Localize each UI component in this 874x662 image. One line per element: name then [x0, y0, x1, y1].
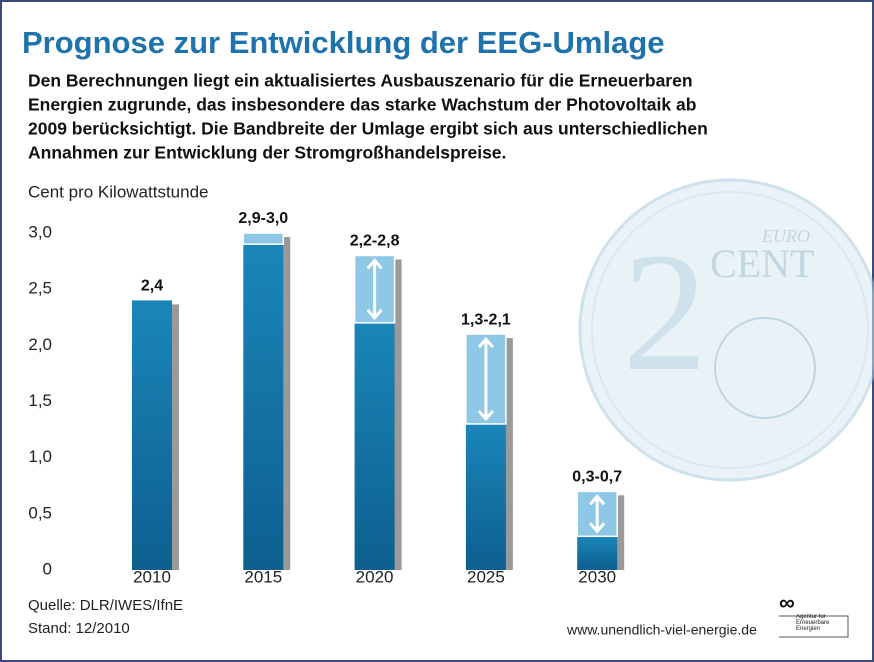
y-tick-label: 2,0 — [28, 335, 52, 354]
value-label: 2,9-3,0 — [238, 210, 288, 227]
y-tick-label: 1,0 — [28, 447, 52, 466]
value-label: 1,3-2,1 — [461, 311, 511, 328]
x-tick-label: 2015 — [244, 567, 282, 586]
source: Quelle: DLR/IWES/IfnE — [28, 597, 183, 614]
value-label: 2,4 — [141, 278, 163, 295]
bar — [355, 323, 395, 570]
value-label: 2,2-2,8 — [350, 233, 400, 250]
y-tick-label: 0 — [43, 559, 52, 578]
chart-title: Prognose zur Entwicklung der EEG-Umlage — [22, 25, 665, 60]
y-axis-label: Cent pro Kilowattstunde — [28, 182, 209, 201]
chart: 2 EURO CENT Prognose zur Entwicklung der… — [0, 0, 874, 662]
logo-text: Agentur für Erneuerbare Energien — [796, 614, 846, 632]
coin-value: 2 — [623, 218, 708, 406]
logo-symbol: ∞ — [779, 590, 795, 615]
subtitle-line: Energien zugrunde, das insbesondere das … — [28, 95, 696, 115]
y-tick-label: 3,0 — [28, 222, 52, 241]
y-tick-label: 1,5 — [28, 391, 52, 410]
bar — [577, 536, 617, 570]
subtitle-line: Den Berechnungen liegt ein aktualisierte… — [28, 71, 693, 91]
y-tick-label: 0,5 — [28, 503, 52, 522]
website: www.unendlich-viel-energie.de — [566, 622, 757, 638]
range-bar — [243, 233, 283, 244]
bar — [243, 244, 283, 570]
bar — [466, 424, 506, 570]
x-tick-label: 2025 — [467, 567, 505, 586]
subtitle-line: Annahmen zur Entwicklung der Stromgroßha… — [28, 143, 506, 163]
date: Stand: 12/2010 — [28, 620, 130, 637]
bar — [132, 300, 172, 570]
y-tick-label: 2,5 — [28, 279, 52, 298]
coin: 2 EURO CENT — [580, 180, 874, 480]
subtitle-line: 2009 berücksichtigt. Die Bandbreite der … — [28, 119, 708, 139]
x-tick-label: 2030 — [578, 567, 616, 586]
logo-text-box: Agentur für Erneuerbare Energien — [796, 614, 846, 640]
coin-cent: CENT — [710, 241, 814, 286]
value-label: 0,3-0,7 — [572, 469, 622, 486]
x-tick-label: 2010 — [133, 567, 171, 586]
x-tick-label: 2020 — [356, 567, 394, 586]
